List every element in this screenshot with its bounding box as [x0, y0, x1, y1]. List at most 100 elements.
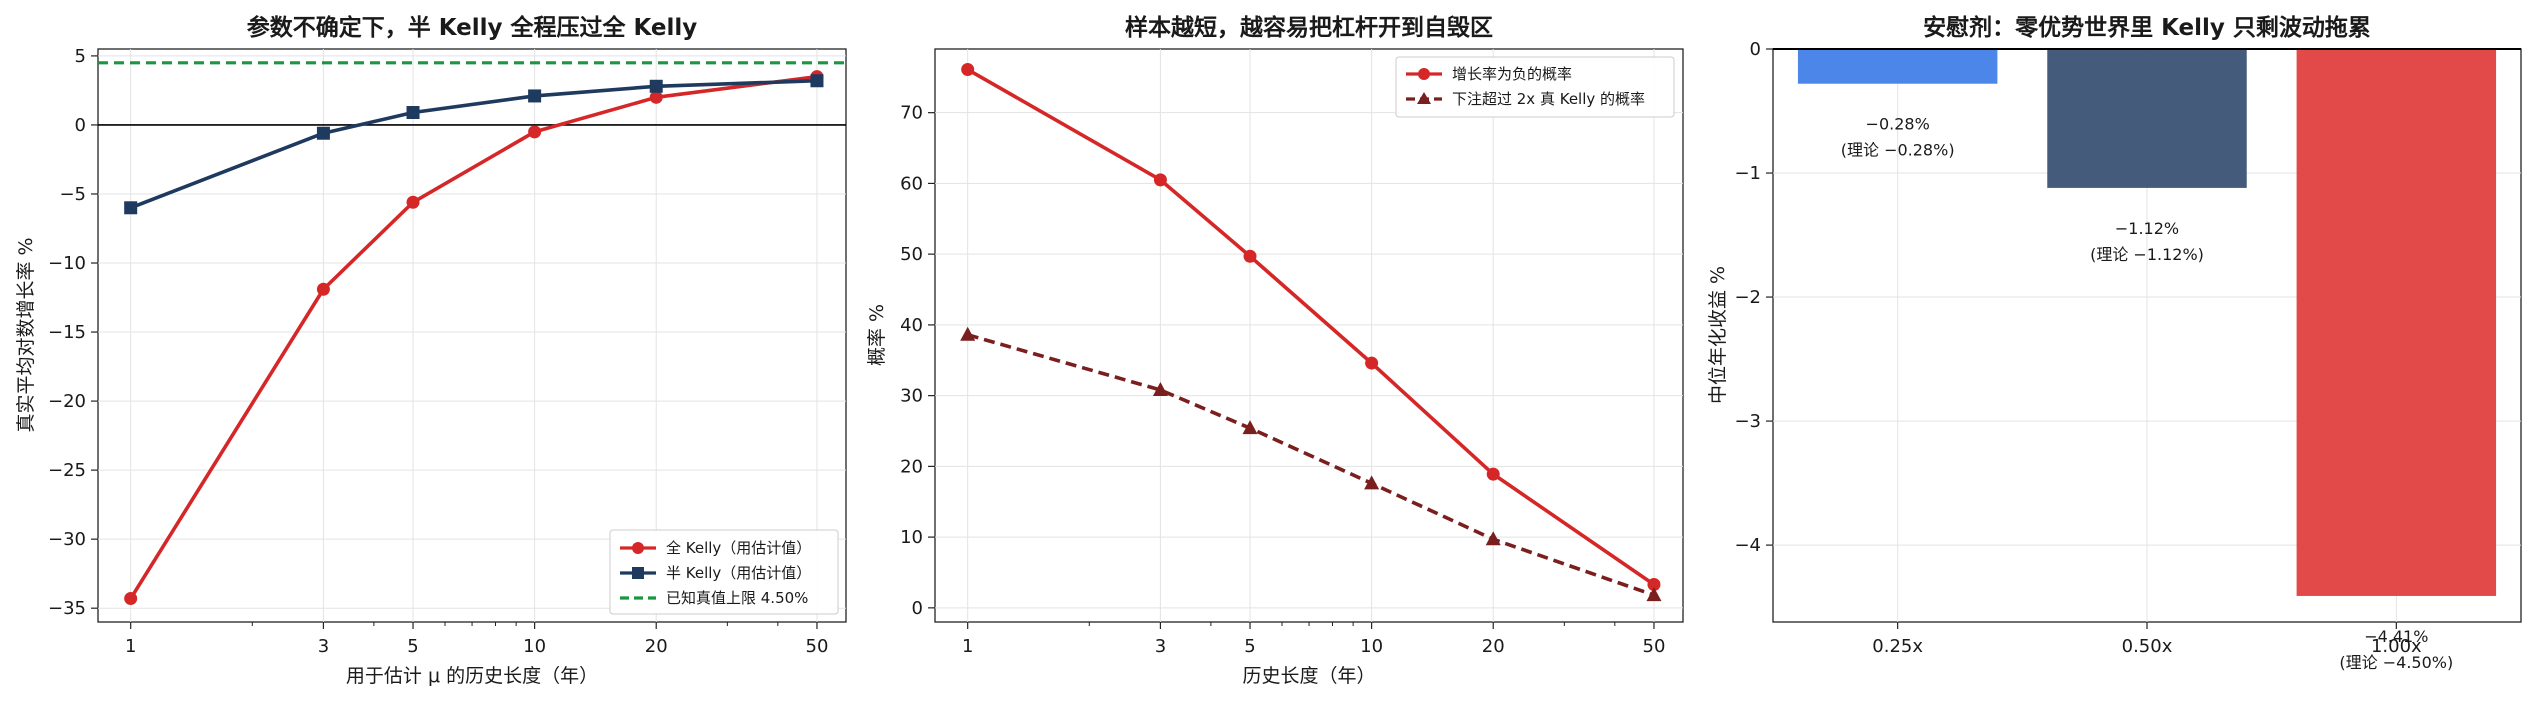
y-tick-label: −10	[48, 253, 86, 274]
bar	[1797, 49, 1998, 84]
y-tick-label: 0	[75, 115, 86, 136]
chart-panel-probability: 1 3 5 10 20 50 0 10 20 30 40 50 60 70 样本越短，越容易把杠杆开到自毁…	[866, 14, 1684, 687]
bar-theory-label: (理论 −0.28%)	[1841, 141, 1955, 160]
y-tick-label: 20	[900, 456, 923, 477]
data-point	[406, 195, 420, 209]
x-tick-label: 1.00x	[2371, 636, 2422, 657]
x-tick-label: 5	[1244, 636, 1255, 657]
series-marks	[960, 63, 1662, 602]
y-tick-label: −4	[1734, 535, 1761, 556]
data-point	[1153, 173, 1167, 187]
y-tick-label: −30	[48, 529, 86, 550]
x-tick-label: 0.50x	[2122, 636, 2173, 657]
legend-marker-full-kelly	[632, 542, 644, 554]
y-tick-label: 10	[900, 527, 923, 548]
data-point	[961, 63, 975, 77]
data-point	[316, 282, 330, 296]
data-point	[1243, 249, 1257, 263]
legend-marker-prob-negative	[1418, 68, 1430, 80]
bar-value-label: −1.12%	[2115, 219, 2179, 238]
axis-ticks: 1 3 5 10 20 50 0 10 20 30 40 50 60 70	[900, 103, 1665, 657]
x-tick-label: 1	[962, 636, 973, 657]
bar-value-label: −4.41%	[2364, 627, 2428, 646]
series-line-1	[130, 78, 818, 210]
series-line-0	[966, 67, 1655, 586]
chart-title: 参数不确定下，半 Kelly 全程压过全 Kelly	[247, 14, 698, 41]
data-point	[649, 79, 663, 93]
data-point	[316, 126, 330, 140]
y-tick-label: −35	[48, 598, 86, 619]
legend-label-half-kelly: 半 Kelly（用估计值）	[666, 564, 811, 582]
data-point	[1647, 578, 1661, 592]
legend-label-true-ceiling: 已知真值上限 4.50%	[666, 589, 808, 607]
legend-label-full-kelly: 全 Kelly（用估计值）	[666, 539, 811, 557]
x-tick-label: 10	[1360, 636, 1383, 657]
grid-lines	[98, 49, 846, 622]
data-point	[1364, 475, 1380, 490]
x-tick-label: 20	[645, 636, 668, 657]
bar-value-label: −0.28%	[1866, 115, 1930, 134]
data-point	[810, 74, 824, 88]
bar-theory-label: (理论 −4.50%)	[2339, 653, 2453, 672]
legend-label-prob-overbet: 下注超过 2x 真 Kelly 的概率	[1452, 90, 1645, 108]
series-marks	[124, 70, 824, 606]
y-tick-label: −20	[48, 391, 86, 412]
data-point	[1242, 420, 1258, 435]
data-point	[1365, 356, 1379, 370]
grid-lines	[935, 49, 1683, 622]
y-tick-label: −25	[48, 460, 86, 481]
x-tick-label: 3	[318, 636, 329, 657]
bar-marks: −0.28% (理论 −0.28%) −1.12% (理论 −1.12%) −4.41%…	[1773, 48, 2521, 672]
bar	[2047, 49, 2247, 188]
y-tick-label: −3	[1734, 411, 1761, 432]
x-tick-label: 1	[125, 636, 136, 657]
data-point	[1485, 531, 1501, 546]
x-tick-label: 20	[1482, 636, 1505, 657]
data-point	[1486, 467, 1500, 481]
plot-frame	[934, 48, 1684, 623]
data-point	[1646, 587, 1662, 602]
data-point	[649, 90, 663, 104]
x-axis-label: 用于估计 μ 的历史长度（年）	[346, 665, 598, 687]
x-tick-label: 50	[806, 636, 829, 657]
y-tick-label: −15	[48, 322, 86, 343]
legend-marker-half-kelly	[632, 567, 644, 579]
legend-box	[609, 529, 839, 615]
y-tick-label: −2	[1734, 287, 1761, 308]
data-point	[124, 592, 138, 606]
data-point	[406, 106, 420, 120]
y-tick-label: 50	[900, 244, 923, 265]
y-axis-label: 概率 %	[866, 304, 888, 366]
y-tick-label: 60	[900, 173, 923, 194]
y-tick-label: 0	[912, 598, 923, 619]
chart-title: 安慰剂：零优势世界里 Kelly 只剩波动拖累	[1923, 14, 2371, 41]
x-tick-label: 0.25x	[1872, 636, 1923, 657]
legend: 全 Kelly（用估计值） 半 Kelly（用估计值） 已知真值上限 4.50%	[609, 529, 839, 615]
y-tick-label: 0	[1750, 39, 1761, 60]
bar-theory-label: (理论 −1.12%)	[2090, 245, 2204, 264]
series-line-0	[129, 74, 818, 600]
data-point	[528, 89, 542, 103]
legend-box	[1395, 56, 1675, 118]
data-point	[960, 326, 976, 341]
y-tick-label: −1	[1734, 163, 1761, 184]
x-tick-label: 5	[407, 636, 418, 657]
data-point	[528, 125, 542, 139]
bar	[2296, 49, 2497, 596]
x-tick-label: 10	[523, 636, 546, 657]
y-axis-label: 中位年化收益 %	[1707, 266, 1729, 404]
y-tick-label: −5	[59, 184, 86, 205]
y-tick-label: 70	[900, 103, 923, 124]
legend-marker-prob-overbet	[1417, 92, 1431, 104]
legend: 增长率为负的概率 下注超过 2x 真 Kelly 的概率	[1395, 56, 1675, 118]
legend-label-prob-negative: 增长率为负的概率	[1452, 65, 1572, 83]
y-tick-label: 5	[75, 46, 86, 67]
chart-panel-placebo: −0.28% (理论 −0.28%) −1.12% (理论 −1.12%) −4.41%…	[1707, 14, 2522, 672]
data-point	[1152, 381, 1168, 396]
y-axis-label: 真实平均对数增长率 %	[15, 237, 37, 432]
chart-title: 样本越短，越容易把杠杆开到自毁区	[1125, 14, 1493, 41]
axis-ticks: 0 −1 −2 −3 −4 0.25x 0.50x 1.00x	[1734, 39, 2422, 657]
